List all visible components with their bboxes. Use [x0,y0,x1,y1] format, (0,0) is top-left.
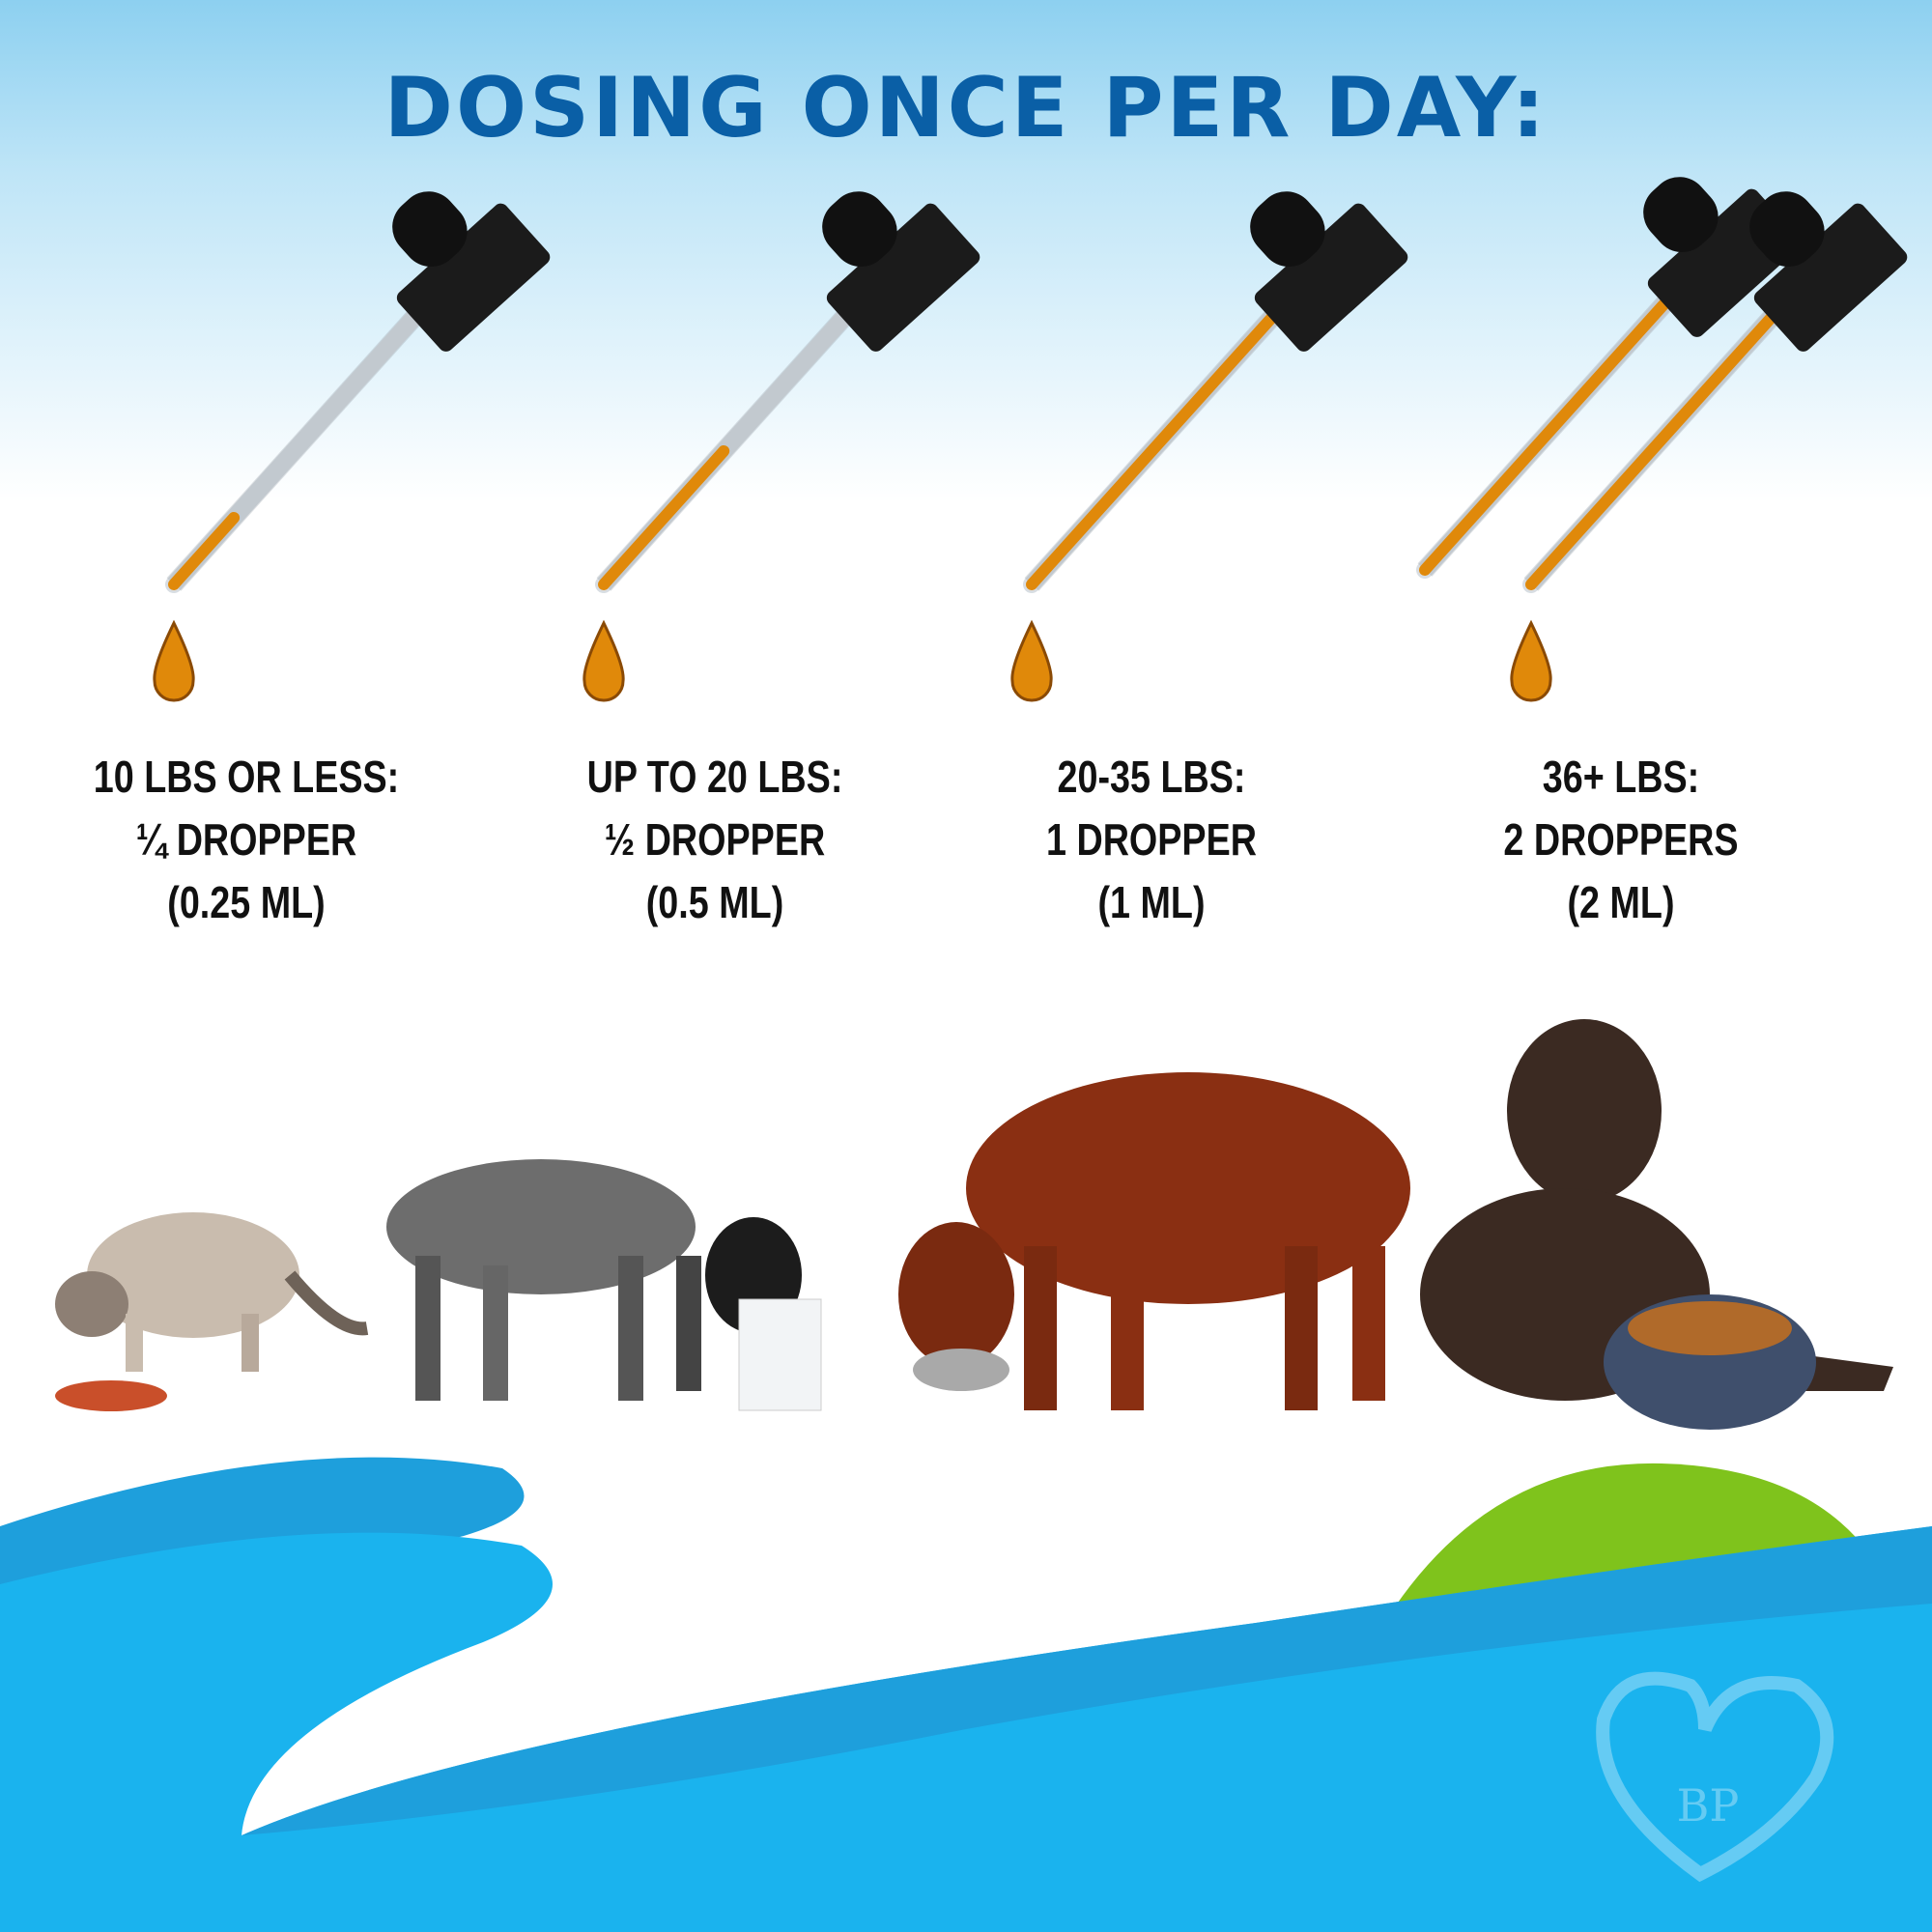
dose-weight: 36+ LBS: [1542,752,1700,802]
dose-column: UP TO 20 LBS: ½ DROPPER (0.5 ML) [532,746,896,934]
droppers [153,177,1908,702]
oil-drop-icon [582,619,625,702]
dropper-icon [1023,191,1408,593]
dose-column: 36+ LBS: 2 DROPPERS (2 ML) [1438,746,1803,934]
dose-volume: (1 ML) [1097,877,1206,927]
dose-weight: 10 LBS OR LESS: [93,752,400,802]
dropper-cap [822,191,980,352]
oil-drop-icon [1010,619,1053,702]
dropper-cap [1749,191,1908,352]
dose-amount: 2 DROPPERS [1503,814,1739,865]
svg-text:BP: BP [1677,1779,1740,1832]
dropper-cap [1250,191,1408,352]
dose-weight: UP TO 20 LBS: [586,752,843,802]
oil-fill [598,445,730,590]
dose-column: 20-35 LBS: 1 DROPPER (1 ML) [969,746,1333,934]
dose-volume: (0.5 ML) [645,877,784,927]
oil-drop-icon [153,619,195,702]
dose-amount: ¼ DROPPER [135,814,357,865]
dropper-cap [392,191,551,352]
page-title: DOSING ONCE PER DAY: [384,60,1548,156]
dose-weight: 20-35 LBS: [1057,752,1246,802]
oil-drop-icon [1510,619,1552,702]
dose-column: 10 LBS OR LESS: ¼ DROPPER (0.25 ML) [64,746,428,934]
oil-fill [1419,298,1671,576]
logo: BP [1596,1671,1834,1883]
oil-fill [1026,312,1278,590]
oil-fill [1525,312,1777,590]
oil-fill [168,512,241,590]
dose-amount: 1 DROPPER [1045,814,1257,865]
wave-dark-band [242,1526,1932,1835]
chocolate-labrador-image [1420,1019,1893,1430]
dose-volume: (2 ML) [1567,877,1675,927]
red-setter-image [898,1072,1410,1410]
dropper-icon [165,191,551,593]
dropper-icon [595,191,980,593]
cat-image [55,1212,369,1411]
spotted-puppy-image [386,1159,822,1411]
dose-amount: ½ DROPPER [604,814,826,865]
dose-volume: (0.25 ML) [167,877,326,927]
dropper-icon [1522,191,1908,593]
